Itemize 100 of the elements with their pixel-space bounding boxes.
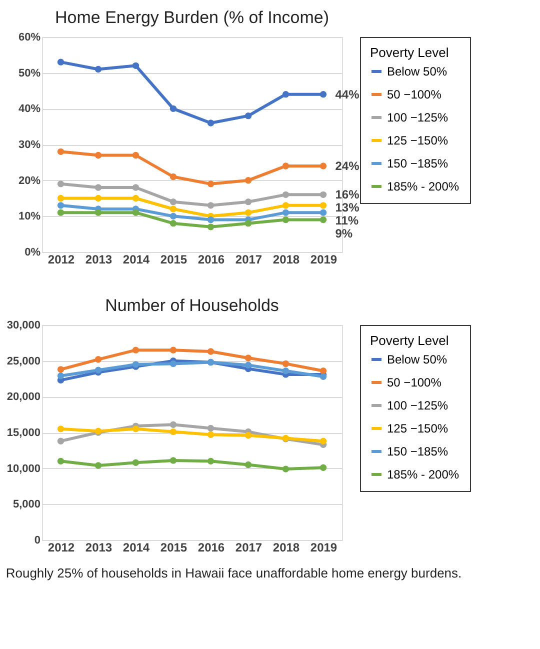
data-label: 44% (335, 87, 360, 102)
point (282, 466, 290, 472)
point (320, 162, 327, 170)
x-tick-label: 2012 (48, 252, 75, 266)
point (170, 360, 177, 368)
x-tick-label: 2013 (85, 540, 112, 554)
y-tick-label: 15,000 (6, 427, 40, 439)
point (57, 209, 64, 216)
point (244, 112, 252, 120)
point (57, 194, 64, 202)
point (94, 152, 102, 159)
point (132, 184, 140, 191)
point (57, 180, 64, 188)
point (94, 194, 102, 202)
legend-label: Below 50% (387, 64, 448, 78)
point (57, 202, 64, 209)
x-tick-label: 2019 (310, 540, 338, 554)
point (282, 368, 290, 374)
point (132, 194, 140, 202)
point (132, 209, 140, 216)
point (282, 90, 290, 98)
legend-label: 125 −150% (387, 422, 448, 436)
point (132, 426, 140, 432)
legend-label: 50 −100% (387, 88, 442, 102)
point (207, 180, 214, 188)
point (207, 458, 214, 465)
point (170, 428, 177, 436)
point (132, 459, 140, 466)
data-label: 24% (335, 159, 360, 173)
x-tick-label: 2017 (235, 252, 262, 266)
point (244, 220, 252, 227)
point (244, 198, 252, 206)
point (57, 366, 64, 373)
x-tick-label: 2018 (272, 540, 300, 554)
x-tick-label: 2012 (48, 540, 75, 554)
point (320, 191, 327, 198)
y-tick-label: 30% (18, 139, 41, 151)
chart-title: Number of Households (105, 296, 279, 315)
point (94, 462, 102, 469)
data-label: 13% (335, 200, 360, 215)
point (282, 360, 290, 368)
point (320, 209, 327, 216)
point (207, 202, 214, 209)
point (170, 346, 177, 354)
y-tick-label: 5,000 (12, 498, 40, 511)
x-tick-label: 2019 (310, 252, 338, 266)
x-tick-label: 2014 (122, 252, 150, 266)
point (207, 216, 214, 224)
point (320, 438, 327, 444)
point (320, 216, 327, 224)
legend-title: Poverty Level (370, 333, 449, 348)
point (282, 209, 290, 216)
point (57, 148, 64, 156)
y-tick-label: 40% (18, 103, 41, 116)
x-tick-label: 2015 (160, 252, 188, 266)
point (282, 216, 290, 224)
x-tick-label: 2016 (198, 540, 225, 554)
point (282, 162, 290, 170)
x-tick-label: 2017 (235, 540, 262, 554)
x-tick-label: 2018 (272, 252, 300, 266)
legend-label: 100 −125% (387, 110, 448, 124)
legend-label: 50 −100% (387, 376, 442, 390)
y-tick-label: 25,000 (6, 355, 40, 368)
y-tick-label: 30,000 (6, 320, 40, 332)
point (170, 421, 177, 428)
point (244, 354, 252, 362)
point (57, 438, 64, 444)
point (320, 368, 327, 374)
point (170, 105, 177, 112)
point (320, 202, 327, 209)
point (94, 184, 102, 191)
legend-label: 100 −125% (387, 398, 448, 412)
legend-label: 125 −150% (387, 134, 448, 148)
legend-label: 150 −185% (387, 156, 448, 170)
point (57, 426, 64, 432)
point (132, 62, 140, 70)
x-tick-label: 2016 (198, 252, 225, 266)
point (94, 209, 102, 216)
y-tick-label: 10% (18, 210, 41, 223)
legend-label: Below 50% (387, 352, 448, 366)
point (94, 66, 102, 73)
point (57, 372, 64, 380)
point (244, 176, 252, 184)
y-tick-label: 10,000 (6, 462, 40, 475)
point (132, 346, 140, 354)
x-tick-label: 2015 (160, 540, 188, 554)
point (244, 432, 252, 439)
y-tick-label: 60% (18, 32, 41, 44)
point (94, 356, 102, 363)
data-label: 9% (335, 226, 353, 241)
point (132, 152, 140, 159)
text: Roughly 25% of households in Hawaii face unaffordable home energy burdens. (6, 566, 462, 580)
x-tick-label: 2014 (122, 540, 150, 554)
point (282, 191, 290, 198)
legend-label: 185% - 200% (387, 180, 460, 194)
point (57, 458, 64, 465)
point (170, 206, 177, 212)
point (170, 212, 177, 220)
point (170, 457, 177, 464)
legend-title: Poverty Level (370, 45, 449, 60)
